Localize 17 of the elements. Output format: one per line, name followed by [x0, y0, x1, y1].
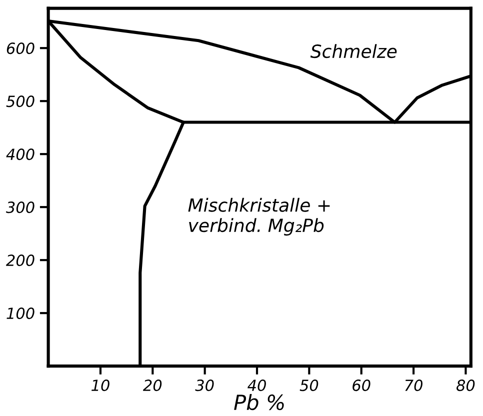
y-tick-label: 100	[6, 308, 34, 320]
y-tick-label: 200	[6, 254, 34, 266]
x-tick-label: 80	[456, 380, 475, 392]
x-tick-label: 40	[248, 380, 266, 392]
y-tick-label: 300	[6, 202, 34, 214]
x-tick-label: 70	[405, 380, 422, 392]
y-tick-label: 400	[6, 148, 34, 160]
x-tick-label: 20	[142, 380, 162, 392]
y-tick-label: 600	[6, 42, 34, 54]
annotation: Mischkristalle + verbind. Mg₂Pb	[188, 198, 330, 236]
y-tick-label: 500	[6, 96, 34, 108]
x-tick-label: 50	[300, 380, 318, 392]
x-tick-label: 10	[92, 380, 110, 392]
x-tick-label: 30	[195, 380, 214, 392]
x-axis-title: Pb %	[234, 394, 284, 410]
x-tick-label: 60	[352, 380, 370, 392]
annotation: Schmelze	[310, 44, 397, 58]
